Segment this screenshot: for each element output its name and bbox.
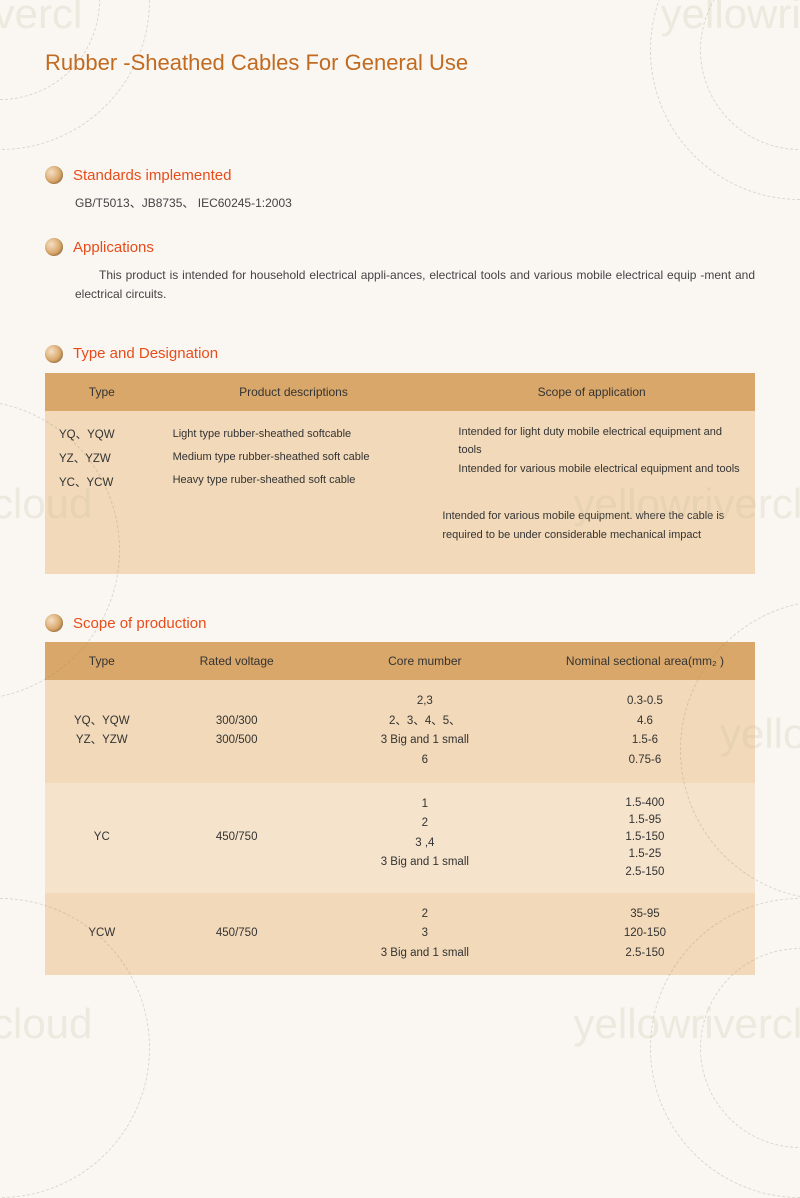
type-designation-table: Type Product descriptions Scope of appli… <box>45 373 755 575</box>
cell-area: 35-95 120-150 2.5-150 <box>535 893 755 976</box>
cell-voltage: 300/300 300/500 <box>159 680 315 782</box>
cell-desc: Light type rubber-sheathed softcable Med… <box>159 411 429 507</box>
scope-production-table: Type Rated voltage Core mumber Nominal s… <box>45 642 755 975</box>
watermark-text: yellowriverc <box>661 0 800 38</box>
cell-type: YQ、YQW YZ、YZW YC、YCW <box>45 411 159 507</box>
bullet-icon <box>45 345 63 363</box>
cell-area: 1.5-400 1.5-95 1.5-150 1.5-25 2.5-150 <box>535 783 755 893</box>
table-row: YQ、YQW YZ、YZW 300/300 300/500 2,3 2、3、4、… <box>45 680 755 782</box>
th-scope: Scope of application <box>428 373 755 411</box>
section-body: This product is intended for household e… <box>45 266 755 304</box>
section-title: Applications <box>73 239 154 256</box>
th-desc: Product descriptions <box>159 373 429 411</box>
cell-core: 2 3 3 Big and 1 small <box>315 893 535 976</box>
cell-area: 0.3-0.5 4.6 1.5-6 0.75-6 <box>535 680 755 782</box>
watermark-text: yellowrivercloudcab <box>574 1000 800 1048</box>
section-head: Scope of production <box>45 614 755 632</box>
cell-scope-extra: Intended for various mobile equipment. w… <box>428 507 755 574</box>
bullet-icon <box>45 614 63 632</box>
cell-voltage: 450/750 <box>159 893 315 976</box>
cell-type: YQ、YQW YZ、YZW <box>45 680 159 782</box>
th-type: Type <box>45 373 159 411</box>
table-row: YQ、YQW YZ、YZW YC、YCW Light type rubber-s… <box>45 411 755 507</box>
section-applications: Applications This product is intended fo… <box>45 238 755 304</box>
section-scope-production: Scope of production Type Rated voltage C… <box>45 614 755 975</box>
th-core: Core mumber <box>315 642 535 680</box>
cell-core: 2,3 2、3、4、5、 3 Big and 1 small 6 <box>315 680 535 782</box>
cell-scope: Intended for light duty mobile electrica… <box>428 411 755 507</box>
bullet-icon <box>45 166 63 184</box>
section-head: Standards implemented <box>45 166 755 184</box>
section-head: Type and Designation <box>45 345 755 363</box>
table-row-extra: Intended for various mobile equipment. w… <box>45 507 755 574</box>
section-head: Applications <box>45 238 755 256</box>
cell-type: YCW <box>45 893 159 976</box>
cell-type: YC <box>45 783 159 893</box>
cell-empty <box>159 507 429 574</box>
watermark-text: wrivercl <box>0 0 82 38</box>
section-title: Type and Designation <box>73 345 218 362</box>
section-title: Standards implemented <box>73 167 231 184</box>
table-row: YCW 450/750 2 3 3 Big and 1 small 35-95 … <box>45 893 755 976</box>
watermark-text: wrivercloud <box>0 1000 92 1048</box>
section-type-designation: Type and Designation Type Product descri… <box>45 345 755 575</box>
section-standards: Standards implemented GB/T5013、JB8735、 I… <box>45 166 755 213</box>
th-voltage: Rated voltage <box>159 642 315 680</box>
section-body: GB/T5013、JB8735、 IEC60245-1:2003 <box>45 194 755 213</box>
page-title: Rubber -Sheathed Cables For General Use <box>45 50 755 76</box>
table-row: YC 450/750 1 2 3 ,4 3 Big and 1 small 1.… <box>45 783 755 893</box>
cell-voltage: 450/750 <box>159 783 315 893</box>
bullet-icon <box>45 238 63 256</box>
section-title: Scope of production <box>73 615 206 632</box>
cell-empty <box>45 507 159 574</box>
th-area: Nominal sectional area(mm₂ ) <box>535 642 755 680</box>
cell-core: 1 2 3 ,4 3 Big and 1 small <box>315 783 535 893</box>
th-type: Type <box>45 642 159 680</box>
